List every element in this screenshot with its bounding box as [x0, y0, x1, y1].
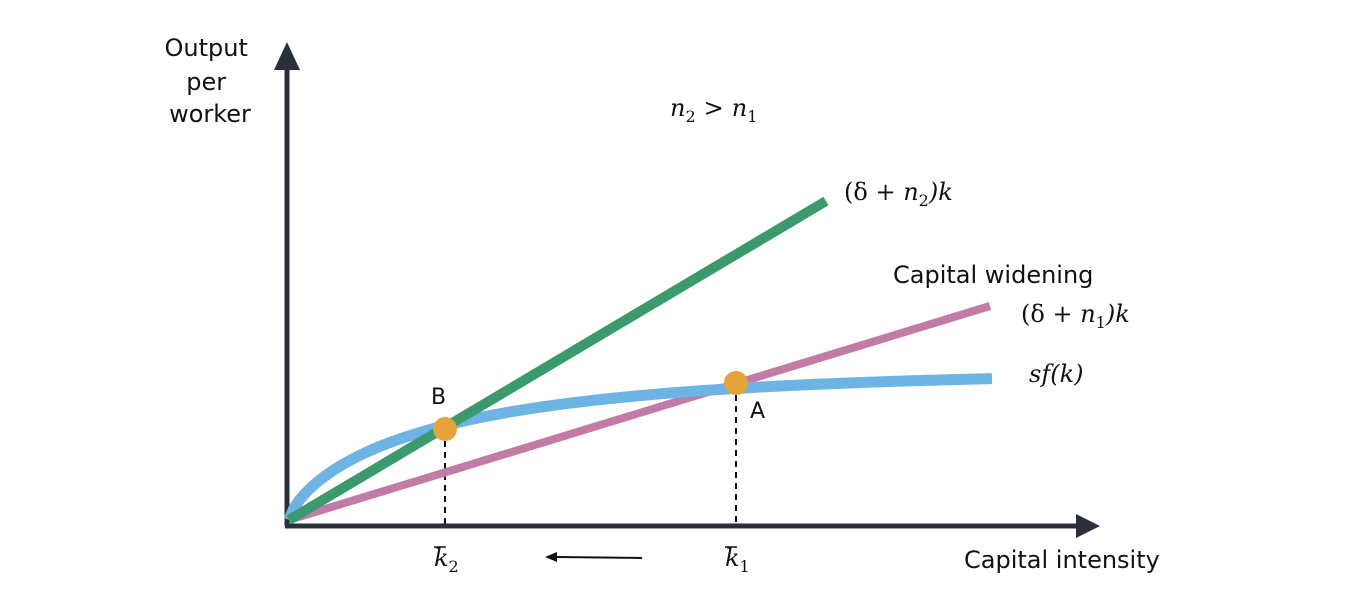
- k2-sub: 2: [449, 557, 459, 576]
- k2-var: k: [434, 544, 449, 572]
- tick-k2: k2: [434, 544, 459, 576]
- shift-arrow: [555, 556, 643, 559]
- y-axis-label-line-2: per: [186, 68, 226, 96]
- y-axis-label: Output per worker: [164, 34, 255, 128]
- line-n2-var: n: [903, 178, 918, 206]
- svg-text:k1: k1: [725, 544, 750, 576]
- tick-k1: k1: [725, 544, 750, 576]
- line-delta-n2: [286, 196, 829, 525]
- line-delta-n1: [287, 302, 992, 524]
- capital-widening-label: Capital widening: [893, 261, 1093, 289]
- condition-n1: n: [732, 94, 747, 122]
- condition-n2: n: [670, 94, 685, 122]
- point-b: [433, 417, 457, 441]
- line-n2-open: (δ +: [844, 178, 903, 206]
- y-axis-label-line-1: Output: [164, 34, 247, 62]
- line-n2-label: (δ + n2)k: [844, 178, 953, 210]
- point-b-label: B: [431, 385, 446, 410]
- line-n1-open: (δ +: [1021, 300, 1080, 328]
- x-axis-arrowhead: [1076, 514, 1100, 538]
- svg-text:k2: k2: [434, 544, 459, 576]
- line-n1-label: (δ + n1)k: [1021, 300, 1130, 332]
- condition-label: n2 > n1: [670, 94, 757, 126]
- sf-label: sf(k): [1029, 360, 1083, 388]
- line-n1-var: n: [1080, 300, 1095, 328]
- condition-n1-sub: 1: [747, 107, 757, 126]
- line-n2-close: )k: [928, 178, 953, 206]
- k1-sub: 1: [740, 557, 750, 576]
- k1-var: k: [725, 544, 740, 572]
- y-axis-arrowhead: [274, 42, 300, 70]
- line-n1-sub: 1: [1096, 313, 1106, 332]
- line-n1-close: )k: [1105, 300, 1130, 328]
- line-n2-sub: 2: [919, 191, 929, 210]
- shift-arrowhead: [545, 552, 557, 562]
- curve-sf: [283, 373, 993, 523]
- condition-n2-sub: 2: [685, 107, 695, 126]
- y-axis-label-line-3: worker: [169, 100, 251, 128]
- point-a: [724, 371, 748, 395]
- x-axis-label: Capital intensity: [964, 546, 1160, 574]
- point-a-label: A: [750, 399, 765, 424]
- condition-gt: >: [704, 94, 724, 122]
